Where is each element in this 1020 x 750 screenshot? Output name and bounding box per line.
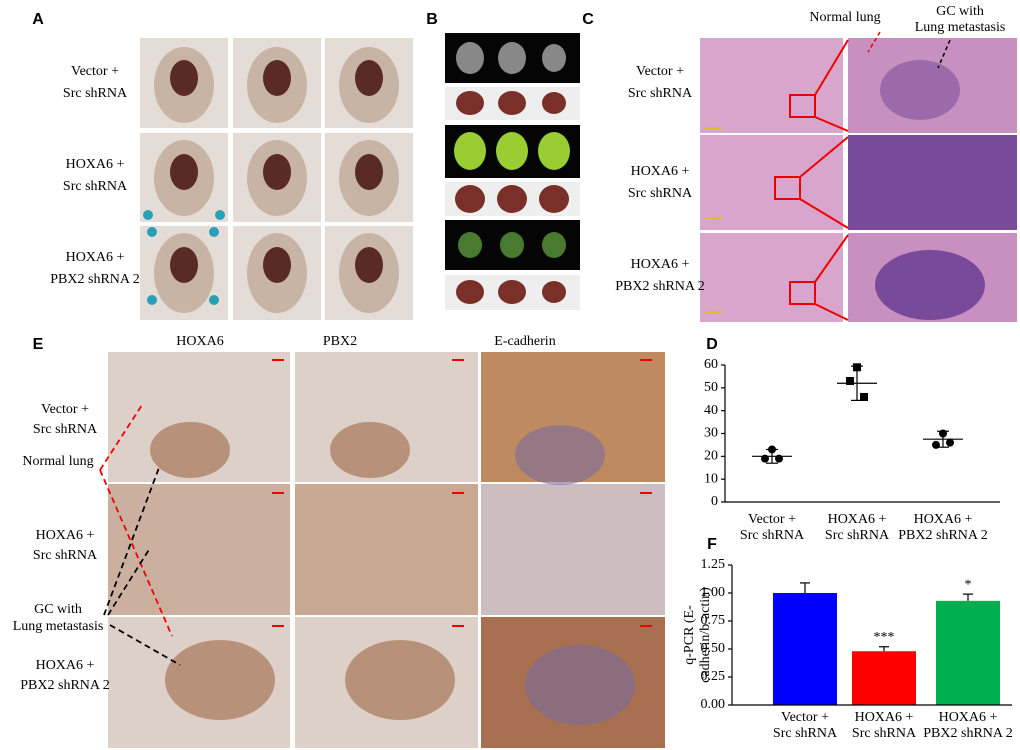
x-tick-label: Vector + xyxy=(748,512,796,527)
row-label: Vector + xyxy=(71,64,119,79)
y-tick-label: 10 xyxy=(704,471,718,486)
annotation: GC with xyxy=(34,602,82,617)
row-label: Vector + xyxy=(41,402,89,417)
data-point xyxy=(846,376,854,385)
x-tick-label: Src shRNA xyxy=(773,726,838,741)
y-tick-label: 0.00 xyxy=(701,697,726,712)
y-tick-label: 50 xyxy=(704,380,718,395)
x-tick-label: Src shRNA xyxy=(852,726,917,741)
y-axis-label: q-PCR (E- xyxy=(682,605,697,665)
panel-label: A xyxy=(32,11,44,28)
data-point xyxy=(775,454,783,463)
column-header: E-cadherin xyxy=(494,334,555,349)
bar xyxy=(773,593,837,705)
row-label: HOXA6 + xyxy=(631,257,690,272)
row-label: HOXA6 + xyxy=(66,250,125,265)
annotation: Lung metastasis xyxy=(915,20,1006,35)
x-tick-label: PBX2 shRNA 2 xyxy=(923,726,1012,741)
row-label: Vector + xyxy=(636,64,684,79)
y-tick-label: 0.25 xyxy=(701,669,726,684)
data-point xyxy=(860,392,868,401)
annotation: Lung metastasis xyxy=(13,619,104,634)
panel-label: B xyxy=(426,11,438,28)
panel-label: F xyxy=(707,536,717,553)
panel-label: E xyxy=(33,336,44,353)
row-label: Src shRNA xyxy=(628,86,693,101)
y-tick-label: 40 xyxy=(704,403,718,418)
bar xyxy=(936,600,1000,705)
x-tick-label: Vector + xyxy=(781,710,829,725)
annotation: Normal lung xyxy=(22,454,93,469)
x-tick-label: HOXA6 + xyxy=(939,710,998,725)
data-point xyxy=(768,445,776,454)
y-tick-label: 1.00 xyxy=(701,585,726,600)
data-point xyxy=(939,429,947,438)
y-tick-label: 20 xyxy=(704,449,718,464)
row-label: Src shRNA xyxy=(33,548,98,563)
x-tick-label: Src shRNA xyxy=(825,528,890,543)
panel-label: D xyxy=(706,336,718,353)
x-tick-label: HOXA6 + xyxy=(828,512,887,527)
significance: * xyxy=(965,577,972,592)
x-tick-label: PBX2 shRNA 2 xyxy=(898,528,987,543)
row-label: HOXA6 + xyxy=(66,157,125,172)
data-point xyxy=(853,363,861,372)
annotation: Normal lung xyxy=(809,10,880,25)
images xyxy=(99,31,1017,748)
column-header: HOXA6 xyxy=(176,334,223,349)
row-label: PBX2 shRNA 2 xyxy=(20,678,109,693)
y-tick-label: 0 xyxy=(711,494,718,509)
row-label: HOXA6 + xyxy=(631,164,690,179)
y-tick-label: 0.50 xyxy=(701,641,726,656)
row-label: Src shRNA xyxy=(63,86,128,101)
row-label: Src shRNA xyxy=(628,186,693,201)
bar xyxy=(852,651,916,705)
data-point xyxy=(932,440,940,449)
annotation: GC with xyxy=(936,4,984,19)
x-tick-label: HOXA6 + xyxy=(914,512,973,527)
row-label: HOXA6 + xyxy=(36,658,95,673)
row-label: PBX2 shRNA 2 xyxy=(50,272,139,287)
significance: *** xyxy=(874,630,895,645)
data-point xyxy=(946,438,954,447)
row-label: HOXA6 + xyxy=(36,528,95,543)
panel-label: C xyxy=(582,11,594,28)
column-header: PBX2 xyxy=(323,334,357,349)
data-point xyxy=(761,454,769,463)
y-axis-label: cadherin/b-actin) xyxy=(698,587,713,683)
y-tick-label: 1.25 xyxy=(701,557,726,572)
y-tick-label: 30 xyxy=(704,426,718,441)
x-tick-label: Src shRNA xyxy=(740,528,805,543)
row-label: PBX2 shRNA 2 xyxy=(615,279,704,294)
x-tick-label: HOXA6 + xyxy=(855,710,914,725)
row-label: Src shRNA xyxy=(63,179,128,194)
y-tick-label: 60 xyxy=(704,357,718,372)
row-label: Src shRNA xyxy=(33,422,98,437)
y-tick-label: 0.75 xyxy=(701,613,726,628)
